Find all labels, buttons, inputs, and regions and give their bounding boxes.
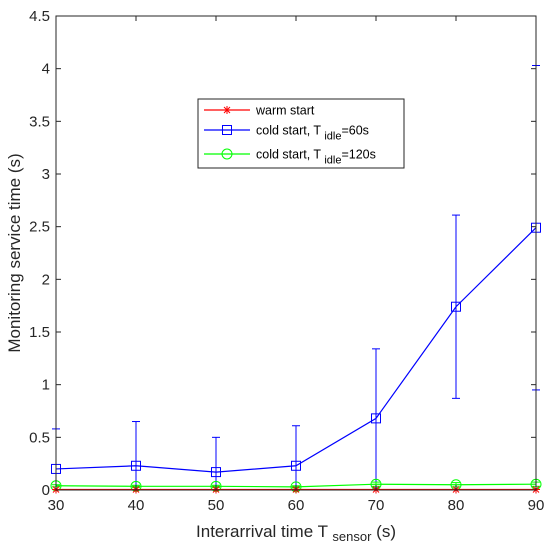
y-tick-label: 4.5 <box>29 8 50 25</box>
cold-start-60s-point <box>371 413 381 424</box>
cold-start-60s-point <box>451 301 461 312</box>
legend-box <box>197 98 405 169</box>
legend-cold-start-60s-marker <box>222 125 232 135</box>
legend-cold-start-120s-marker <box>221 148 233 160</box>
legend-label-subscript: idle <box>324 131 341 143</box>
legend-label-part: =60s <box>341 124 368 138</box>
legend-label-part: cold start, T <box>256 148 324 162</box>
y-tick-label: 1.5 <box>29 324 50 341</box>
y-tick-label: 2 <box>42 271 50 288</box>
plot-area <box>56 16 536 490</box>
x-axis-title-main: Interarrival time T <box>196 522 328 541</box>
y-tick-label: 2.5 <box>29 219 50 236</box>
x-tick-label: 50 <box>208 497 225 514</box>
legend-warm-start-marker <box>223 106 231 114</box>
cold-start-60s-point <box>131 460 141 471</box>
y-tick-label: 3.5 <box>29 113 50 130</box>
axes-layer: 30 40 50 60 70 80 90 0 0.5 1 1.5 2 2.5 3 3.5 4 4.5 <box>29 8 544 514</box>
legend-label-part: warm start <box>255 104 315 118</box>
x-tick-label: 30 <box>48 497 65 514</box>
y-tick-label: 0 <box>42 482 50 499</box>
x-tick-label: 40 <box>128 497 145 514</box>
cold-start-60s-line <box>55 227 537 473</box>
y-axis-title: Monitoring service time (s) <box>5 153 24 352</box>
x-axis-title-unit: (s) <box>376 522 396 541</box>
y-tick-label: 4 <box>42 61 50 78</box>
y-tick-label: 3 <box>42 166 50 183</box>
y-tick-label: 0.5 <box>29 429 50 446</box>
legend-cold-start-60s-label: cold start, T idle=60s <box>256 124 369 143</box>
y-tick-label: 1 <box>42 377 50 394</box>
x-axis-title-subscript: sensor <box>332 529 372 544</box>
legend-label-subscript: idle <box>324 155 341 167</box>
cold-start-60s-point <box>211 467 221 478</box>
legend-cold-start-120s-label: cold start, T idle=120s <box>256 148 376 167</box>
legend-label-part: =120s <box>341 148 375 162</box>
x-axis-title: Interarrival time T sensor (s) <box>196 522 396 545</box>
legend-label-part: cold start, T <box>256 124 324 138</box>
x-tick-label: 90 <box>528 497 545 514</box>
x-tick-label: 80 <box>448 497 465 514</box>
cold-start-60s-point <box>291 460 301 471</box>
legend-warm-start-label: warm start <box>255 104 315 118</box>
x-tick-label: 70 <box>368 497 385 514</box>
x-tick-label: 60 <box>288 497 305 514</box>
